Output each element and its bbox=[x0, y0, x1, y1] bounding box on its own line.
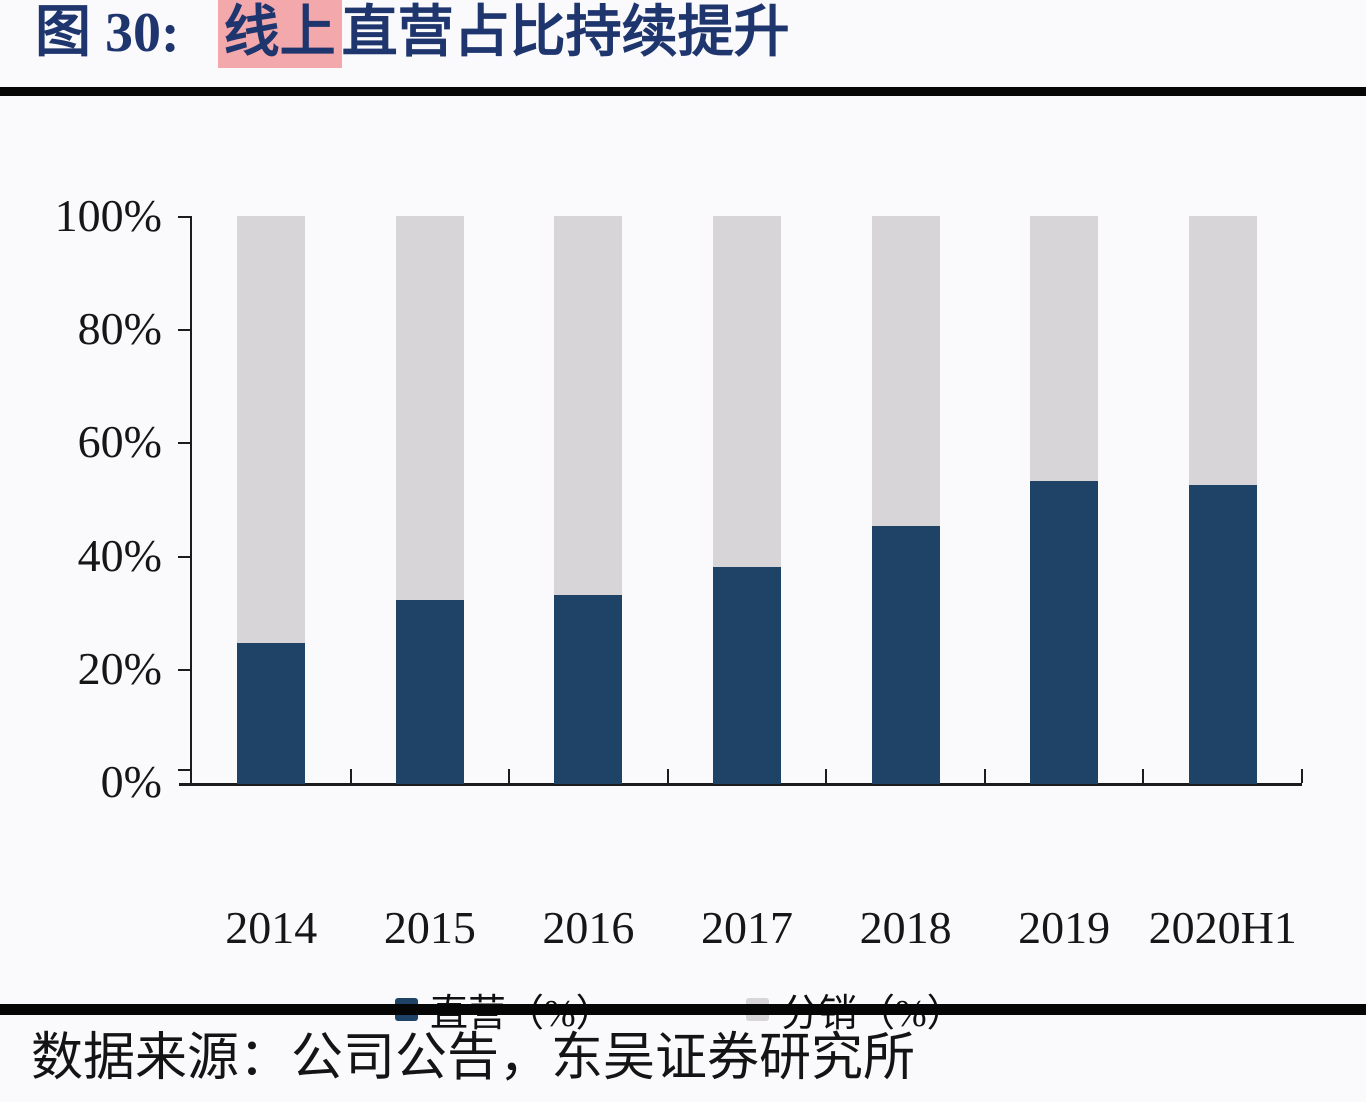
x-axis-label-2017: 2017 bbox=[701, 902, 793, 953]
bar-segment-distribution-2016 bbox=[554, 216, 622, 595]
y-tick-80% bbox=[178, 329, 191, 332]
bar-segment-distribution-2017 bbox=[713, 216, 781, 567]
x-axis-label-2019: 2019 bbox=[1018, 902, 1111, 953]
y-tick-40% bbox=[178, 555, 191, 558]
x-tick-7 bbox=[1301, 769, 1303, 783]
y-axis-label-0%: 0% bbox=[100, 756, 162, 807]
x-axis-label-2018: 2018 bbox=[859, 902, 952, 953]
bar-segment-direct-2017 bbox=[713, 567, 781, 784]
x-tick-2 bbox=[508, 769, 511, 783]
title-text: 直营占比持续提升 bbox=[341, 2, 790, 64]
figure-number: 图 30: bbox=[35, 2, 180, 64]
x-axis-line bbox=[179, 783, 1302, 786]
y-axis-label-80%: 80% bbox=[77, 303, 162, 355]
bar-segment-distribution-2014 bbox=[237, 216, 305, 643]
x-tick-5 bbox=[983, 769, 986, 783]
x-axis-label-2014: 2014 bbox=[225, 902, 318, 953]
title-divider bbox=[0, 87, 1366, 96]
y-axis-label-20%: 20% bbox=[77, 642, 162, 694]
bar-segment-direct-2019 bbox=[1030, 481, 1098, 784]
figure-title: 图 30: 线上 直营占比持续提升 bbox=[35, 0, 790, 68]
y-tick-20% bbox=[178, 668, 191, 671]
y-tick-0% bbox=[178, 769, 191, 771]
bar-segment-distribution-2020H1 bbox=[1189, 216, 1257, 485]
x-tick-3 bbox=[666, 769, 669, 783]
bar-segment-direct-2014 bbox=[237, 643, 305, 784]
footer-divider bbox=[0, 1004, 1366, 1015]
bar-segment-direct-2018 bbox=[872, 526, 940, 784]
y-axis-line bbox=[190, 216, 192, 784]
stacked-bar-chart: 0% 20% 40% 60% 80% 100% 2014 2015 2016 2017 2018 20… bbox=[0, 100, 1366, 1035]
x-tick-4 bbox=[825, 769, 828, 783]
x-axis-label-2020H1: 2020H1 bbox=[1148, 902, 1297, 953]
bar-segment-distribution-2019 bbox=[1030, 216, 1098, 481]
y-axis-label-40%: 40% bbox=[77, 529, 162, 581]
x-axis-label-2016: 2016 bbox=[542, 902, 635, 953]
bar-segment-direct-2015 bbox=[396, 600, 464, 784]
x-tick-1 bbox=[349, 769, 352, 783]
title-highlighted-text: 线上 bbox=[217, 0, 342, 68]
bar-segment-direct-2020H1 bbox=[1189, 485, 1257, 784]
x-tick-6 bbox=[1142, 769, 1145, 783]
y-tick-100% bbox=[178, 216, 191, 218]
y-axis-label-60%: 60% bbox=[77, 416, 162, 468]
bar-segment-distribution-2015 bbox=[396, 216, 464, 600]
x-axis-label-2015: 2015 bbox=[383, 902, 476, 953]
y-tick-60% bbox=[178, 442, 191, 445]
bar-segment-distribution-2018 bbox=[872, 216, 940, 526]
y-axis-label-100%: 100% bbox=[54, 190, 162, 241]
data-source: 数据来源：公司公告，东吴证券研究所 bbox=[31, 1030, 916, 1087]
bar-segment-direct-2016 bbox=[554, 595, 622, 784]
